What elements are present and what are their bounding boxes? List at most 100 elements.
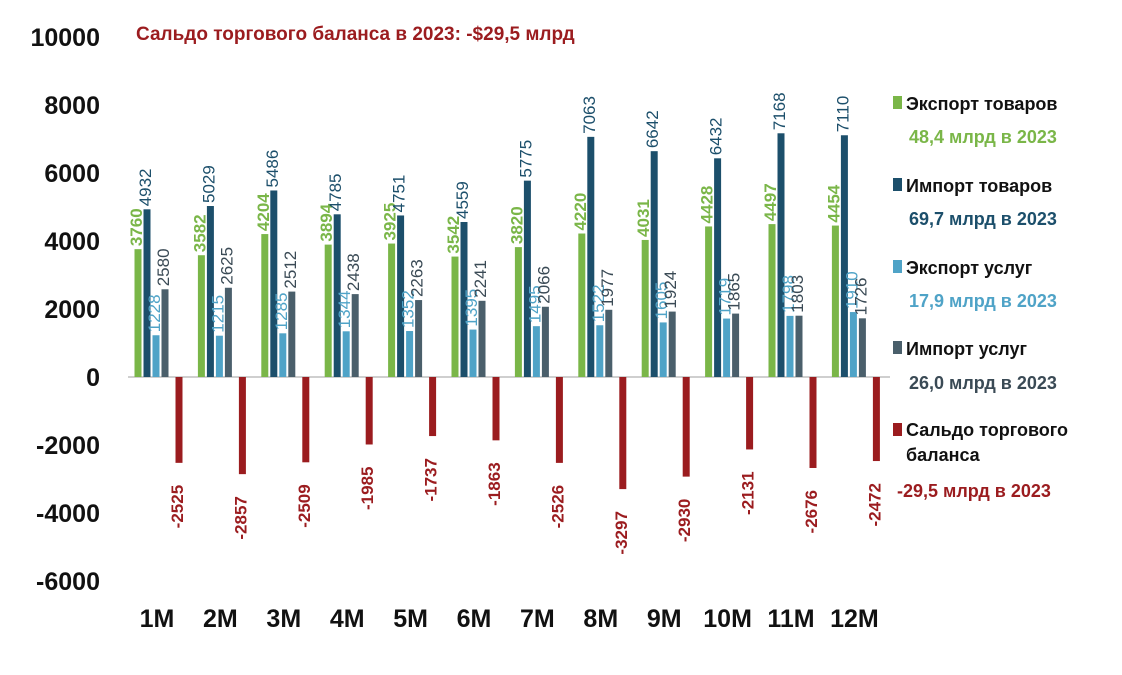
legend-swatch bbox=[893, 423, 902, 436]
y-tick-label: -2000 bbox=[36, 432, 100, 460]
bar bbox=[302, 377, 310, 463]
data-label: 4428 bbox=[698, 186, 717, 224]
x-tick-label: 10M bbox=[703, 605, 752, 633]
data-label: 2263 bbox=[408, 259, 427, 297]
legend-swatch bbox=[893, 341, 902, 354]
x-tick-label: 5M bbox=[393, 605, 428, 633]
x-tick-label: 8M bbox=[583, 605, 618, 633]
data-label: 3582 bbox=[190, 214, 209, 252]
bar bbox=[429, 377, 437, 437]
bar bbox=[795, 315, 803, 377]
legend-total: 17,9 млрд в 2023 bbox=[909, 291, 1057, 311]
data-label: -3297 bbox=[612, 511, 631, 554]
data-label: 7110 bbox=[833, 96, 852, 133]
x-tick-label: 3M bbox=[266, 605, 301, 633]
bar bbox=[469, 329, 477, 377]
bar bbox=[134, 249, 142, 377]
legend-name: баланса bbox=[906, 445, 981, 465]
x-tick-label: 4M bbox=[330, 605, 365, 633]
bar bbox=[659, 322, 667, 377]
bar bbox=[596, 325, 604, 377]
data-label: 7168 bbox=[770, 92, 789, 130]
data-label: 1803 bbox=[788, 275, 807, 313]
bar bbox=[478, 300, 486, 377]
bar bbox=[714, 158, 722, 377]
data-label: 4031 bbox=[634, 199, 653, 237]
data-label: 2580 bbox=[154, 248, 173, 286]
legend-total: -29,5 млрд в 2023 bbox=[897, 481, 1051, 501]
data-label: 1865 bbox=[725, 273, 744, 311]
x-tick-label: 11M bbox=[767, 605, 814, 633]
bar bbox=[777, 133, 785, 377]
data-labels: 3760 4932 1228 2580 -2525 3582 5029 1215 2625 -28… bbox=[127, 92, 884, 554]
data-label: 1726 bbox=[851, 277, 870, 315]
y-tick-label: 8000 bbox=[44, 92, 100, 120]
y-tick-label: 0 bbox=[86, 364, 100, 392]
bar bbox=[161, 289, 169, 377]
data-label: 4220 bbox=[571, 193, 590, 231]
bar bbox=[641, 239, 649, 377]
legend-name: Импорт услуг bbox=[906, 339, 1027, 359]
data-label: -2525 bbox=[168, 485, 187, 528]
bar bbox=[723, 318, 731, 377]
data-label: 6432 bbox=[707, 117, 726, 155]
data-label: -1985 bbox=[358, 466, 377, 509]
data-label: 1798 bbox=[779, 275, 798, 313]
bar bbox=[532, 326, 540, 377]
x-tick-label: 1M bbox=[140, 605, 175, 633]
bar bbox=[279, 333, 287, 377]
data-label: 4932 bbox=[136, 168, 155, 206]
data-label: 3925 bbox=[381, 203, 400, 241]
bar bbox=[388, 243, 396, 377]
legend-total: 48,4 млрд в 2023 bbox=[909, 127, 1057, 147]
y-tick-label: -4000 bbox=[36, 500, 100, 528]
data-label: 2512 bbox=[281, 251, 300, 289]
data-label: 4497 bbox=[761, 183, 780, 221]
bar bbox=[415, 300, 423, 377]
bar bbox=[605, 309, 613, 377]
chart-title: Сальдо торгового баланса в 2023: -$29,5 … bbox=[136, 24, 575, 45]
bar bbox=[650, 151, 658, 377]
legend-name: Сальдо торгового bbox=[906, 420, 1068, 440]
data-label: 5029 bbox=[199, 165, 218, 203]
data-label: -1737 bbox=[422, 458, 441, 501]
data-label: 3760 bbox=[127, 208, 146, 246]
bar bbox=[451, 256, 459, 377]
bar bbox=[555, 377, 563, 463]
data-label: 1495 bbox=[525, 285, 544, 323]
data-label: 1228 bbox=[145, 294, 164, 332]
data-label: -2472 bbox=[865, 483, 884, 526]
data-label: -1863 bbox=[485, 462, 504, 505]
bar bbox=[858, 318, 866, 377]
bar bbox=[365, 377, 373, 445]
bar bbox=[541, 306, 549, 377]
data-label: 3820 bbox=[507, 206, 526, 244]
data-label: 1910 bbox=[842, 271, 861, 309]
data-label: 1352 bbox=[399, 290, 418, 328]
x-axis: 1M 2M 3M 4M 5M 6M 7M 8M 9M 10M 11M 12M bbox=[140, 605, 879, 633]
bar bbox=[351, 294, 359, 377]
bar bbox=[270, 190, 278, 377]
bar bbox=[152, 335, 160, 377]
bar bbox=[682, 377, 690, 477]
legend-total: 26,0 млрд в 2023 bbox=[909, 373, 1057, 393]
legend-name: Импорт товаров bbox=[906, 176, 1052, 196]
bar bbox=[619, 377, 627, 490]
bar bbox=[768, 224, 776, 377]
data-label: 3894 bbox=[317, 203, 336, 241]
bar bbox=[840, 135, 848, 377]
data-label: 2625 bbox=[217, 247, 236, 285]
bar bbox=[324, 244, 332, 377]
bar bbox=[342, 331, 350, 377]
legend-name: Экспорт услуг bbox=[906, 258, 1033, 278]
data-label: 6642 bbox=[643, 110, 662, 148]
bars bbox=[134, 133, 880, 490]
data-label: 7063 bbox=[580, 96, 599, 134]
legend: Экспорт товаров 48,4 млрд в 2023 Импорт то… bbox=[893, 94, 1068, 501]
y-tick-label: -6000 bbox=[36, 568, 100, 596]
data-label: -2131 bbox=[739, 471, 758, 514]
bar bbox=[578, 233, 586, 377]
bar bbox=[197, 255, 205, 377]
data-label: 5486 bbox=[263, 150, 282, 188]
bar bbox=[175, 377, 183, 463]
